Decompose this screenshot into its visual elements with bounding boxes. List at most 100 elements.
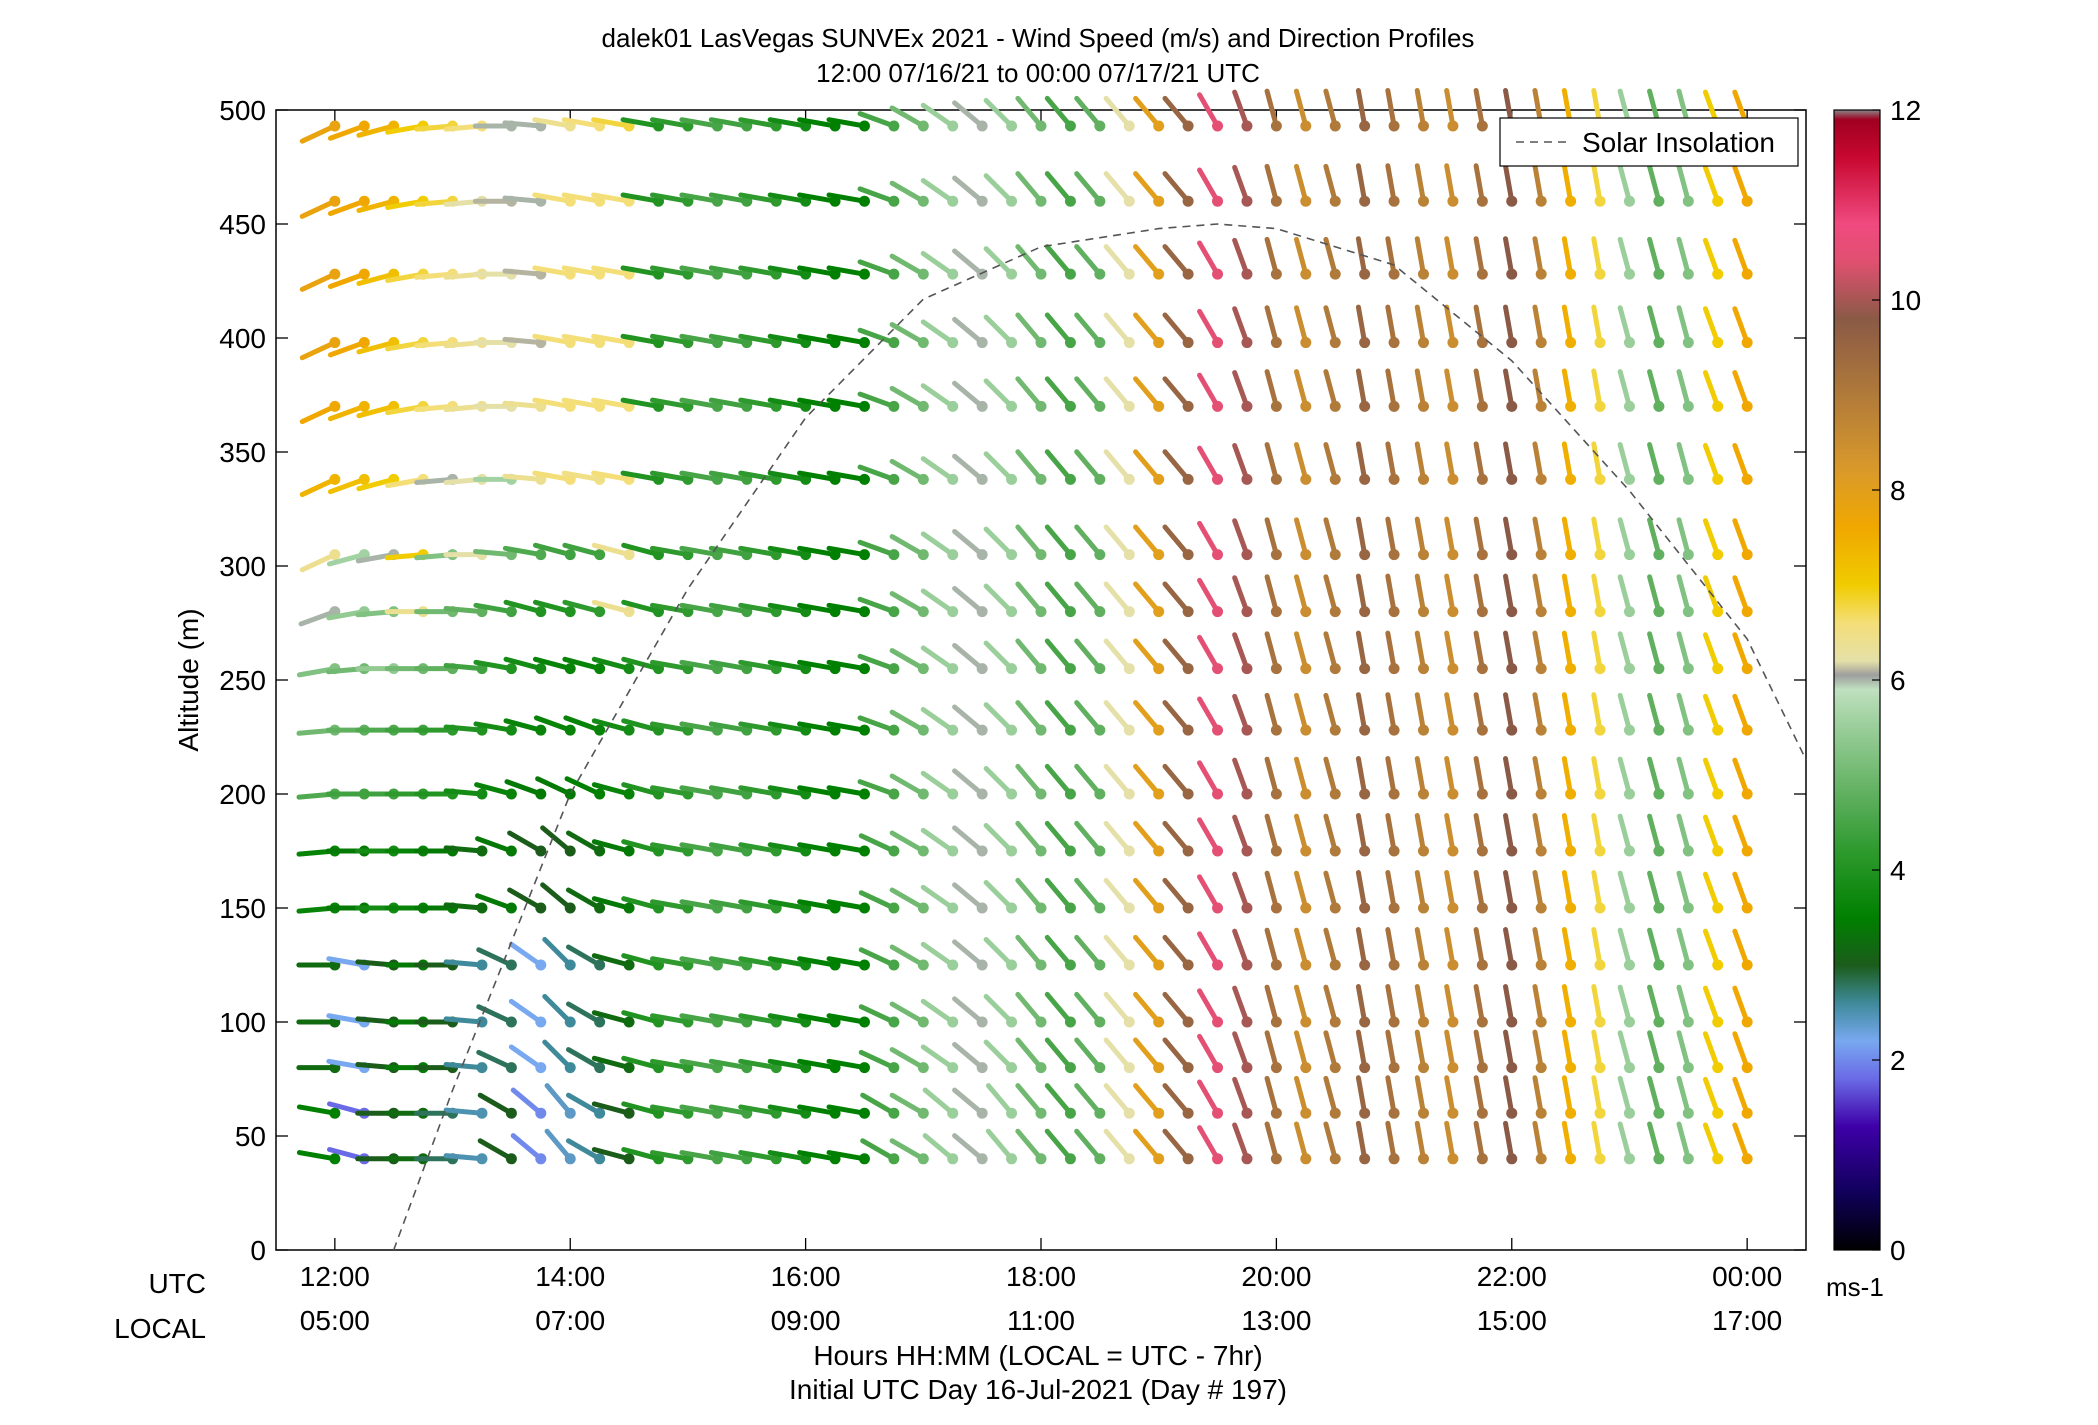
- wind-barb-station-dot: [1182, 473, 1194, 485]
- wind-barb-shaft: [857, 259, 897, 277]
- wind-barb-station-dot: [1594, 400, 1606, 412]
- wind-barb-station-dot: [1153, 663, 1165, 675]
- wind-barb-station-dot: [358, 400, 370, 412]
- wind-barb-station-dot: [1447, 1062, 1459, 1074]
- wind-barb-shaft: [1323, 88, 1338, 129]
- wind-barb-station-dot: [1094, 724, 1106, 736]
- wind-barb-shaft: [797, 785, 838, 797]
- wind-barb-station-dot: [976, 400, 988, 412]
- wind-barb-station-dot: [1447, 724, 1459, 736]
- wind-barb-station-dot: [947, 120, 959, 132]
- wind-barb-station-dot: [1182, 902, 1194, 914]
- wind-barb-station-dot: [917, 1153, 929, 1165]
- wind-barb-station-dot: [1270, 1153, 1282, 1165]
- wind-barb-station-dot: [1682, 1016, 1694, 1028]
- wind-barb-station-dot: [564, 845, 576, 857]
- wind-barb-shaft: [797, 397, 838, 409]
- wind-barb-station-dot: [1623, 959, 1635, 971]
- wind-barb-station-dot: [1565, 473, 1577, 485]
- wind-barb-shaft: [797, 1058, 838, 1071]
- wind-barb-shaft: [1561, 630, 1574, 672]
- wind-barb-station-dot: [505, 902, 517, 914]
- wind-barb-station-dot: [1153, 724, 1165, 736]
- wind-barb-shaft: [1503, 1120, 1515, 1162]
- wind-barb-station-dot: [1123, 473, 1135, 485]
- wind-barb-station-dot: [1418, 663, 1429, 675]
- wind-barb-shaft: [649, 602, 691, 615]
- wind-barb-station-dot: [535, 1153, 547, 1165]
- wind-barb-station-dot: [1447, 195, 1459, 207]
- wind-barb-station-dot: [1094, 120, 1106, 132]
- wind-barb-station-dot: [888, 1153, 900, 1165]
- wind-barb-shaft: [983, 378, 1015, 409]
- wind-barb-shaft: [708, 1058, 750, 1071]
- wind-barb-station-dot: [976, 959, 988, 971]
- wind-barb-station-dot: [1359, 902, 1371, 914]
- wind-barb-station-dot: [1270, 268, 1282, 280]
- wind-barb-shaft: [1074, 934, 1103, 968]
- wind-barb-shaft: [565, 830, 603, 854]
- wind-barb-station-dot: [1300, 1153, 1312, 1165]
- wind-barb-shaft: [1473, 441, 1485, 482]
- wind-barb-shaft: [1676, 870, 1691, 911]
- wind-barb-shaft: [1074, 877, 1103, 911]
- wind-barb-shaft: [738, 1150, 779, 1162]
- wind-barb-shaft: [1414, 368, 1426, 409]
- wind-barb-station-dot: [1447, 268, 1459, 280]
- wind-barb-station-dot: [329, 473, 341, 485]
- wind-barb-station-dot: [1182, 268, 1194, 280]
- wind-barb-shaft: [1676, 163, 1691, 204]
- wind-barb-shaft: [1385, 870, 1397, 911]
- wind-barb-shaft: [920, 102, 956, 129]
- wind-barb-shaft: [738, 1013, 779, 1025]
- wind-barb-shaft: [983, 702, 1015, 733]
- wind-barb-shaft: [565, 1047, 603, 1071]
- wind-barb-shaft: [1323, 1030, 1338, 1071]
- wind-barb-station-dot: [1712, 473, 1724, 485]
- x-tick-label-local: 09:00: [771, 1305, 841, 1336]
- wind-barb-station-dot: [1094, 663, 1106, 675]
- wind-barb-station-dot: [1418, 549, 1429, 561]
- wind-barb-shaft: [889, 1092, 926, 1116]
- wind-barb-shaft: [1162, 524, 1191, 558]
- wind-barb-shaft: [1133, 312, 1162, 346]
- wind-barb-station-dot: [888, 724, 900, 736]
- wind-barb-station-dot: [535, 663, 547, 675]
- wind-barb-station-dot: [329, 337, 341, 349]
- wind-barb-shaft: [1355, 1029, 1368, 1071]
- wind-barb-shaft: [1591, 1075, 1603, 1116]
- wind-barb-station-dot: [594, 663, 606, 675]
- wind-barb-shaft: [1444, 813, 1456, 854]
- wind-barb-shaft: [1293, 870, 1309, 911]
- wind-barb-shaft: [767, 1150, 809, 1162]
- wind-barb-station-dot: [1035, 1153, 1047, 1165]
- wind-barb-shaft: [1532, 236, 1544, 277]
- wind-barb-shaft: [857, 779, 897, 797]
- wind-barb-shaft: [1444, 870, 1456, 911]
- wind-barb-station-dot: [947, 1107, 959, 1119]
- wind-barb-shaft: [1355, 1120, 1368, 1162]
- wind-barb-station-dot: [947, 606, 959, 618]
- wind-barb-station-dot: [1682, 400, 1694, 412]
- wind-barb-station-dot: [1418, 902, 1429, 914]
- wind-barb-station-dot: [1653, 268, 1665, 280]
- wind-barb-station-dot: [1565, 549, 1577, 561]
- wind-barb-station-dot: [1418, 1062, 1429, 1074]
- wind-barb-shaft: [1444, 1029, 1456, 1071]
- wind-barb-station-dot: [1741, 337, 1753, 349]
- wind-barb-shaft: [1676, 369, 1691, 409]
- wind-barb-shaft: [679, 545, 720, 558]
- wind-barb-shaft: [1103, 700, 1132, 733]
- wind-barb-shaft: [1532, 1075, 1544, 1116]
- wind-barb-shaft: [826, 117, 867, 129]
- wind-barb-station-dot: [1241, 788, 1253, 800]
- wind-barb-station-dot: [1359, 788, 1371, 800]
- wind-barb-shaft: [1323, 1121, 1338, 1162]
- wind-barb-shaft: [1444, 1075, 1456, 1116]
- wind-barb-station-dot: [1594, 724, 1606, 736]
- wind-barb-shaft: [1503, 870, 1515, 911]
- wind-barb-station-dot: [1241, 337, 1253, 349]
- wind-barb-station-dot: [1300, 845, 1312, 857]
- wind-barb-station-dot: [1064, 337, 1076, 349]
- wind-barb-shaft: [983, 766, 1015, 797]
